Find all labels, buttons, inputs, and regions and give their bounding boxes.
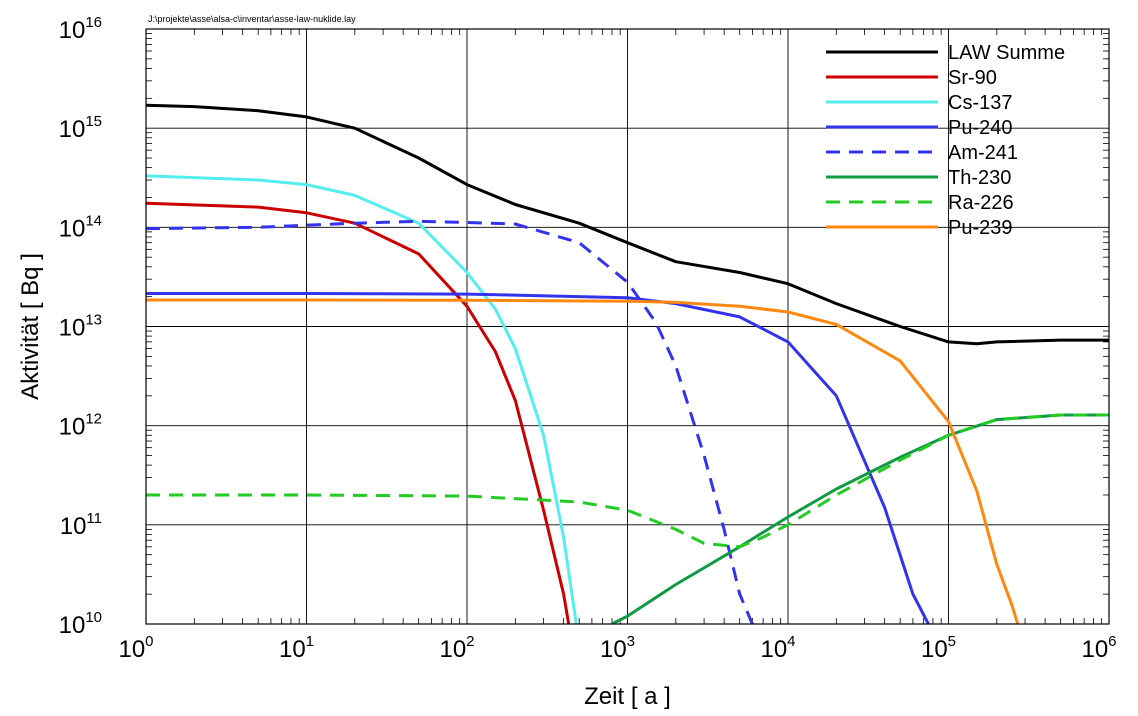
legend-label-th-230: Th-230 xyxy=(948,167,1011,189)
x-axis-label: Zeit [ a ] xyxy=(584,683,671,710)
y-tick-exponent: 10 xyxy=(85,609,102,626)
series-line-law-summe xyxy=(146,103,1109,346)
x-tick-exponent: 0 xyxy=(145,633,153,650)
legend-label-am-241: Am-241 xyxy=(948,142,1018,164)
legend: LAW Summe Sr-90 Cs-137 Pu-240 Am-241 Th-230 Ra… xyxy=(826,42,1065,239)
y-tick-exponent: 13 xyxy=(85,312,102,329)
series-line-pu-239 xyxy=(146,298,1020,624)
y-axis-label: Aktivität [ Bq ] xyxy=(17,253,44,400)
y-tick-label: 1012 xyxy=(59,411,102,441)
series-line-am-241 xyxy=(146,219,754,624)
y-tick-label: 1015 xyxy=(59,113,102,143)
series-layer xyxy=(146,103,1109,624)
series-line-th-230 xyxy=(611,413,1109,624)
x-tick-label: 100 xyxy=(118,633,153,663)
y-tick-label: 1011 xyxy=(60,510,102,540)
legend-label-sr-90: Sr-90 xyxy=(948,67,997,89)
x-tick-exponent: 6 xyxy=(1108,633,1116,650)
series-line-ra-226 xyxy=(146,413,1109,549)
minor-ticks xyxy=(146,29,1109,624)
x-tick-exponent: 3 xyxy=(627,633,635,650)
y-tick-label: 1016 xyxy=(59,14,102,44)
x-tick-exponent: 2 xyxy=(466,633,474,650)
y-tick-exponent: 12 xyxy=(85,411,102,428)
y-tick-label: 1013 xyxy=(59,312,102,342)
series-line-pu-240 xyxy=(146,292,930,624)
x-tick-labels: 100 101 102 103 104 105 106 xyxy=(118,633,1116,663)
grid-layer xyxy=(146,29,1109,624)
x-tick-exponent: 1 xyxy=(306,633,314,650)
y-tick-exponent: 15 xyxy=(85,113,102,130)
x-tick-label: 105 xyxy=(921,633,956,663)
series-line-sr-90 xyxy=(146,201,571,624)
y-tick-exponent: 11 xyxy=(86,510,102,527)
legend-label-pu-240: Pu-240 xyxy=(948,117,1013,139)
y-tick-label: 1010 xyxy=(59,609,102,639)
x-tick-exponent: 5 xyxy=(948,633,956,650)
y-tick-exponent: 16 xyxy=(85,14,102,31)
x-tick-label: 106 xyxy=(1081,633,1116,663)
file-path-note: J:\projekte\asse\alsa-c\inventar\asse-la… xyxy=(148,14,356,24)
y-tick-label: 1014 xyxy=(59,212,102,242)
plot-frame xyxy=(145,28,1110,625)
legend-label-pu-239: Pu-239 xyxy=(948,217,1013,239)
x-tick-exponent: 4 xyxy=(787,633,795,650)
y-tick-exponent: 14 xyxy=(85,212,102,229)
legend-label-law-summe: LAW Summe xyxy=(948,42,1065,64)
series-line-cs-137 xyxy=(146,174,578,624)
x-tick-label: 102 xyxy=(439,633,474,663)
x-tick-label: 103 xyxy=(600,633,635,663)
x-tick-label: 101 xyxy=(279,633,314,663)
legend-label-ra-226: Ra-226 xyxy=(948,192,1014,214)
x-tick-label: 104 xyxy=(760,633,795,663)
legend-label-cs-137: Cs-137 xyxy=(948,92,1012,114)
